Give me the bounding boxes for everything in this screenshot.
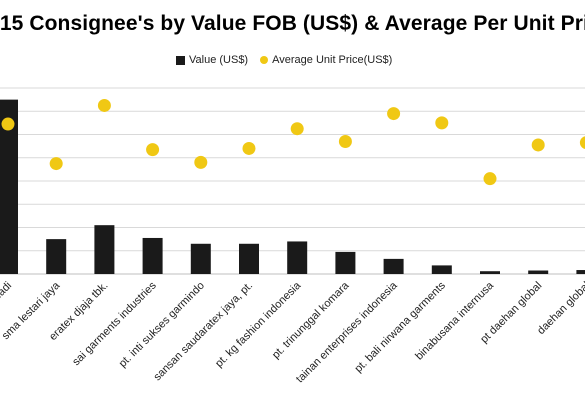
bar-value-6 bbox=[287, 241, 308, 274]
point-avg-price-7 bbox=[338, 134, 352, 148]
bar-series bbox=[0, 99, 585, 274]
point-avg-price-1 bbox=[49, 157, 63, 171]
point-avg-price-10 bbox=[483, 172, 497, 186]
chart-title: p 15 Consignee's by Value FOB (US$) & Av… bbox=[0, 12, 585, 35]
legend-item-value: Value (US$) bbox=[176, 54, 248, 66]
bar-value-2 bbox=[94, 225, 115, 274]
bar-value-4 bbox=[190, 243, 211, 274]
legend-label-value: Value (US$) bbox=[189, 54, 249, 66]
legend-bar-swatch bbox=[176, 55, 185, 65]
bar-value-9 bbox=[431, 265, 452, 274]
x-tick-label-0: ...adi bbox=[0, 280, 14, 305]
bar-value-3 bbox=[142, 237, 163, 274]
x-tick-label-9: pt. bali nirwana garments bbox=[353, 279, 449, 375]
x-tick-label-4: pt. inti sukses garmindo bbox=[117, 280, 207, 370]
x-tick-label-6: pt. kg fashion indonesia bbox=[213, 279, 304, 370]
point-avg-price-11 bbox=[531, 138, 545, 152]
legend-label-avg-price: Average Unit Price(US$) bbox=[272, 54, 393, 66]
x-tick-label-10: binabusana internusa bbox=[413, 279, 496, 362]
bar-value-1 bbox=[46, 239, 67, 274]
scatter-series bbox=[1, 98, 585, 186]
chart-legend: Value (US$) Average Unit Price(US$) bbox=[176, 54, 404, 66]
bar-value-7 bbox=[335, 251, 356, 274]
point-avg-price-12 bbox=[579, 136, 585, 149]
point-avg-price-5 bbox=[242, 141, 256, 155]
legend-item-avg-price: Average Unit Price(US$) bbox=[260, 54, 392, 66]
x-tick-label-8: tainan enterprises indonesia bbox=[294, 279, 400, 385]
x-tick-label-5: sansan saudaratex jaya, pt. bbox=[152, 280, 256, 384]
point-avg-price-4 bbox=[194, 155, 208, 169]
bar-value-11 bbox=[528, 270, 549, 274]
x-tick-label-3: sai garments industries bbox=[70, 279, 159, 368]
point-avg-price-9 bbox=[435, 116, 449, 130]
legend-dot-swatch bbox=[260, 56, 269, 64]
point-avg-price-6 bbox=[290, 122, 304, 136]
bar-value-12 bbox=[576, 270, 585, 274]
point-avg-price-8 bbox=[387, 107, 401, 121]
point-avg-price-2 bbox=[97, 98, 111, 112]
point-avg-price-3 bbox=[146, 143, 160, 157]
bar-value-0 bbox=[0, 99, 18, 274]
bar-value-10 bbox=[480, 271, 500, 274]
bar-value-8 bbox=[383, 258, 404, 274]
bar-value-5 bbox=[239, 243, 259, 274]
point-avg-price-0 bbox=[1, 117, 15, 131]
